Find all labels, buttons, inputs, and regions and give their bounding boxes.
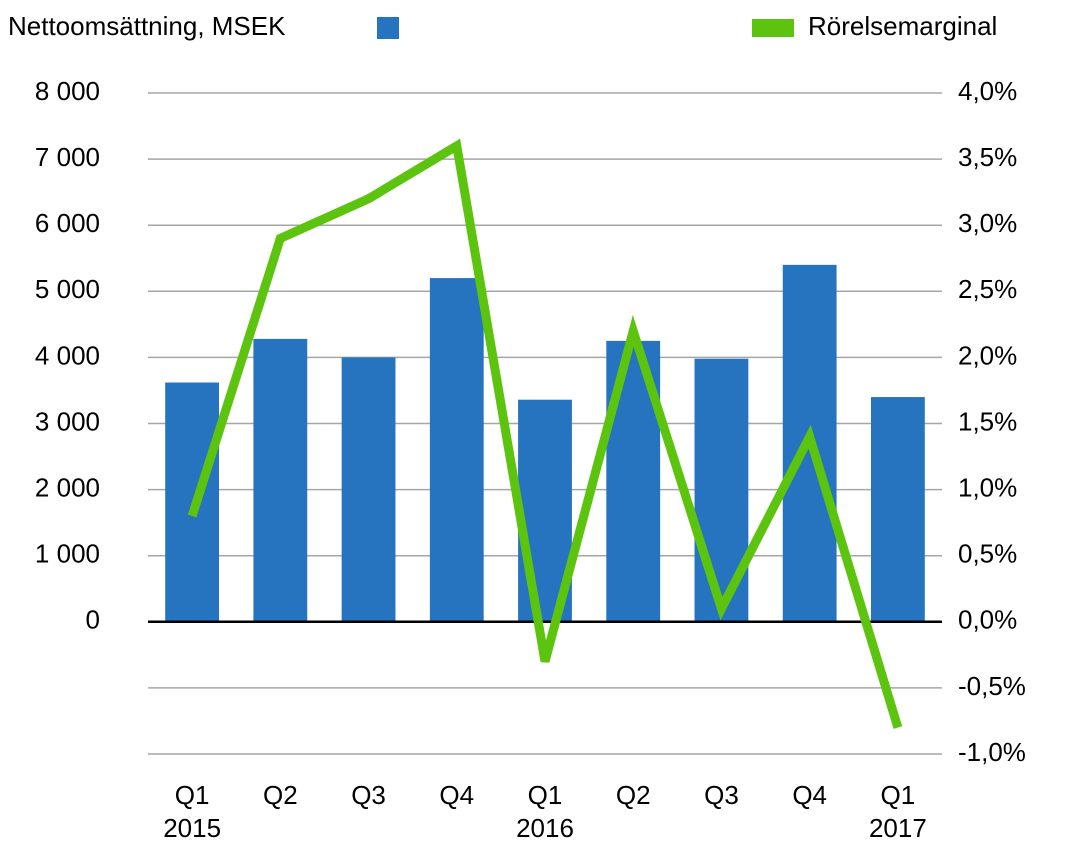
x-tick-label: Q2 (263, 780, 298, 810)
y2-tick-label: 2,0% (958, 340, 1017, 370)
x-tick-label: Q1 (175, 780, 210, 810)
y-tick-label: 6 000 (35, 208, 100, 238)
y-tick-label: 0 (86, 605, 100, 635)
y2-tick-label: 2,5% (958, 274, 1017, 304)
y2-tick-label: 1,5% (958, 406, 1017, 436)
legend-line-label: Rörelsemarginal (808, 11, 997, 41)
x-tick-label: Q3 (351, 780, 386, 810)
x-tick-label: Q4 (439, 780, 474, 810)
x-year-label: 2017 (869, 813, 927, 843)
y2-tick-label: 3,0% (958, 208, 1017, 238)
y-tick-label: 1 000 (35, 539, 100, 569)
y-tick-label: 2 000 (35, 472, 100, 502)
x-tick-label: Q4 (792, 780, 827, 810)
y2-tick-label: 0,0% (958, 605, 1017, 635)
y2-tick-label: -0,5% (958, 671, 1026, 701)
y-tick-label: 3 000 (35, 406, 100, 436)
bar (429, 278, 484, 622)
y-tick-label: 8 000 (35, 76, 100, 106)
y2-tick-label: 4,0% (958, 76, 1017, 106)
y-tick-label: 4 000 (35, 340, 100, 370)
y-tick-label: 5 000 (35, 274, 100, 304)
x-tick-label: Q1 (528, 780, 563, 810)
y2-tick-label: 1,0% (958, 472, 1017, 502)
legend-bars-swatch (377, 17, 399, 39)
x-tick-label: Q2 (616, 780, 651, 810)
bar (694, 358, 749, 622)
x-tick-label: Q1 (881, 780, 916, 810)
x-year-label: 2015 (163, 813, 221, 843)
y2-tick-label: 0,5% (958, 539, 1017, 569)
line (187, 138, 903, 729)
legend-bars-label: Nettoomsättning, MSEK (8, 11, 286, 41)
x-tick-label: Q3 (704, 780, 739, 810)
y2-tick-label: 3,5% (958, 142, 1017, 172)
bar (341, 357, 396, 622)
y2-tick-label: -1,0% (958, 737, 1026, 767)
bar (870, 397, 925, 622)
y-tick-label: 7 000 (35, 142, 100, 172)
x-year-label: 2016 (516, 813, 574, 843)
legend-line-swatch (752, 19, 794, 37)
bar (253, 338, 308, 622)
